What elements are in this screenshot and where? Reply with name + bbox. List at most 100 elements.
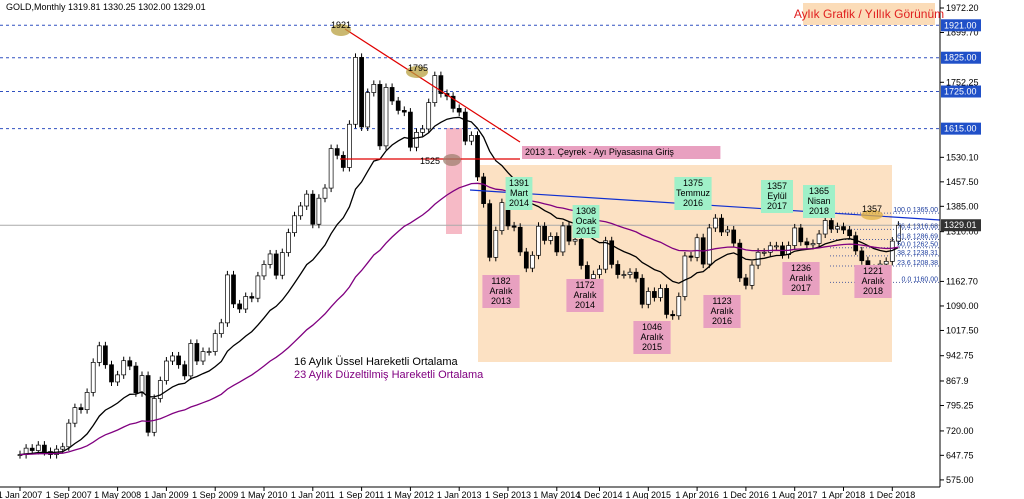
- x-tick-label: 1 May 2014: [533, 490, 580, 499]
- candle-body: [517, 226, 523, 253]
- candle-body: [237, 303, 242, 310]
- note-text: 1123: [712, 296, 731, 306]
- candle-body: [475, 135, 480, 178]
- candle-body: [261, 264, 267, 277]
- note-text: 1375: [683, 178, 703, 188]
- candle-body: [578, 239, 584, 266]
- candle-body: [286, 232, 291, 253]
- note-text: Ocak: [575, 216, 597, 226]
- candle-body: [450, 95, 456, 109]
- candle-body: [218, 322, 224, 335]
- candle-body: [365, 92, 371, 128]
- candle-body: [584, 265, 590, 279]
- note-text: 2017: [767, 201, 787, 211]
- candle-body: [316, 197, 322, 225]
- candle-body: [35, 444, 41, 451]
- candle-body: [511, 225, 517, 228]
- candle-body: [200, 351, 206, 362]
- note-text: Aralık: [789, 273, 813, 283]
- candle-body: [566, 225, 572, 242]
- breakdown-box: [446, 128, 462, 234]
- note-text: Aralık: [573, 290, 597, 300]
- candle-body: [615, 264, 621, 275]
- x-tick-label: 1 Jan 2007: [0, 490, 42, 499]
- candle-body: [816, 233, 822, 244]
- candle-body: [761, 251, 767, 254]
- note-text: 1365: [809, 186, 829, 196]
- x-tick-label: 1 Apr 2016: [675, 490, 719, 499]
- moving-average: [19, 116, 899, 456]
- candle-body: [249, 296, 255, 299]
- current-price-tag: [941, 219, 981, 232]
- y-tick-label: 1017.50: [946, 325, 979, 335]
- highlight: [443, 154, 461, 166]
- candle-body: [145, 375, 151, 433]
- candle-body: [383, 87, 389, 147]
- candle-body: [828, 220, 834, 230]
- candle-body: [572, 239, 578, 242]
- candle-body: [804, 241, 810, 246]
- candle-body: [664, 288, 669, 315]
- level-label: 1921.00: [944, 20, 977, 30]
- candle-body: [841, 226, 846, 231]
- note-box: [803, 185, 835, 218]
- candle-body: [206, 351, 212, 353]
- y-tick-label: 1385.00: [946, 201, 979, 211]
- candle-body: [176, 355, 181, 366]
- candle-body: [279, 252, 285, 276]
- note-box: [482, 275, 520, 308]
- level-tag: [941, 19, 981, 32]
- candle-body: [401, 110, 407, 113]
- candle-body: [706, 227, 712, 265]
- candle-body: [639, 277, 645, 305]
- candle-body: [652, 291, 657, 298]
- legend-entry: 16 Aylık Üssel Hareketli Ortalama: [294, 356, 459, 368]
- candle-body: [469, 135, 474, 142]
- candle-body: [377, 84, 383, 147]
- candle-body: [530, 254, 535, 269]
- candle-body: [310, 193, 316, 225]
- candle-body: [292, 215, 297, 234]
- note-box: [572, 205, 600, 238]
- fib-label: 50.0 1262.50: [897, 242, 938, 249]
- note-box: [782, 262, 820, 295]
- note-box: [566, 279, 604, 312]
- y-tick-label: 1457.50: [946, 177, 979, 187]
- candle-body: [243, 296, 249, 310]
- level-tag: [941, 51, 981, 64]
- candle-body: [353, 57, 358, 125]
- candle-body: [633, 271, 639, 279]
- candle-body: [304, 193, 310, 207]
- candle-body: [682, 255, 688, 297]
- candle-body: [853, 235, 859, 252]
- level-label: 1725.00: [944, 86, 977, 96]
- fib-label: 38.2 1238.31: [897, 250, 938, 257]
- candle-body: [774, 245, 779, 248]
- note-text: Nisan: [807, 196, 830, 206]
- highlight: [406, 66, 428, 78]
- chart-title: Aylık Grafik / Yıllık Görünüm: [794, 7, 944, 21]
- candle-body: [359, 57, 364, 128]
- y-tick-label: 575.00: [946, 475, 974, 485]
- note-text: 2018: [863, 286, 883, 296]
- candle-body: [139, 375, 145, 394]
- candle-body: [432, 75, 438, 103]
- candle-body: [438, 75, 444, 94]
- x-tick-label: 1 Dec 2018: [869, 490, 915, 499]
- candle-body: [609, 240, 615, 265]
- legend-entry: 23 Aylık Düzeltilmiş Hareketli Ortalama: [294, 369, 484, 381]
- candle-body: [859, 250, 865, 262]
- note-box: [854, 265, 892, 298]
- x-tick-label: 1 Jan 2011: [291, 490, 335, 499]
- x-tick-label: 1 Sep 2007: [46, 490, 92, 499]
- candle-body: [499, 202, 505, 231]
- note-text: Mart: [510, 188, 528, 198]
- candle-body: [420, 128, 425, 133]
- note-text: Aralık: [640, 332, 664, 342]
- x-tick-label: 1 Dec 2016: [723, 490, 769, 499]
- candle-body: [334, 148, 340, 156]
- note-text: 2015: [642, 342, 662, 352]
- candle-body: [737, 242, 743, 279]
- candle-body: [554, 236, 560, 253]
- candle-body: [542, 225, 547, 241]
